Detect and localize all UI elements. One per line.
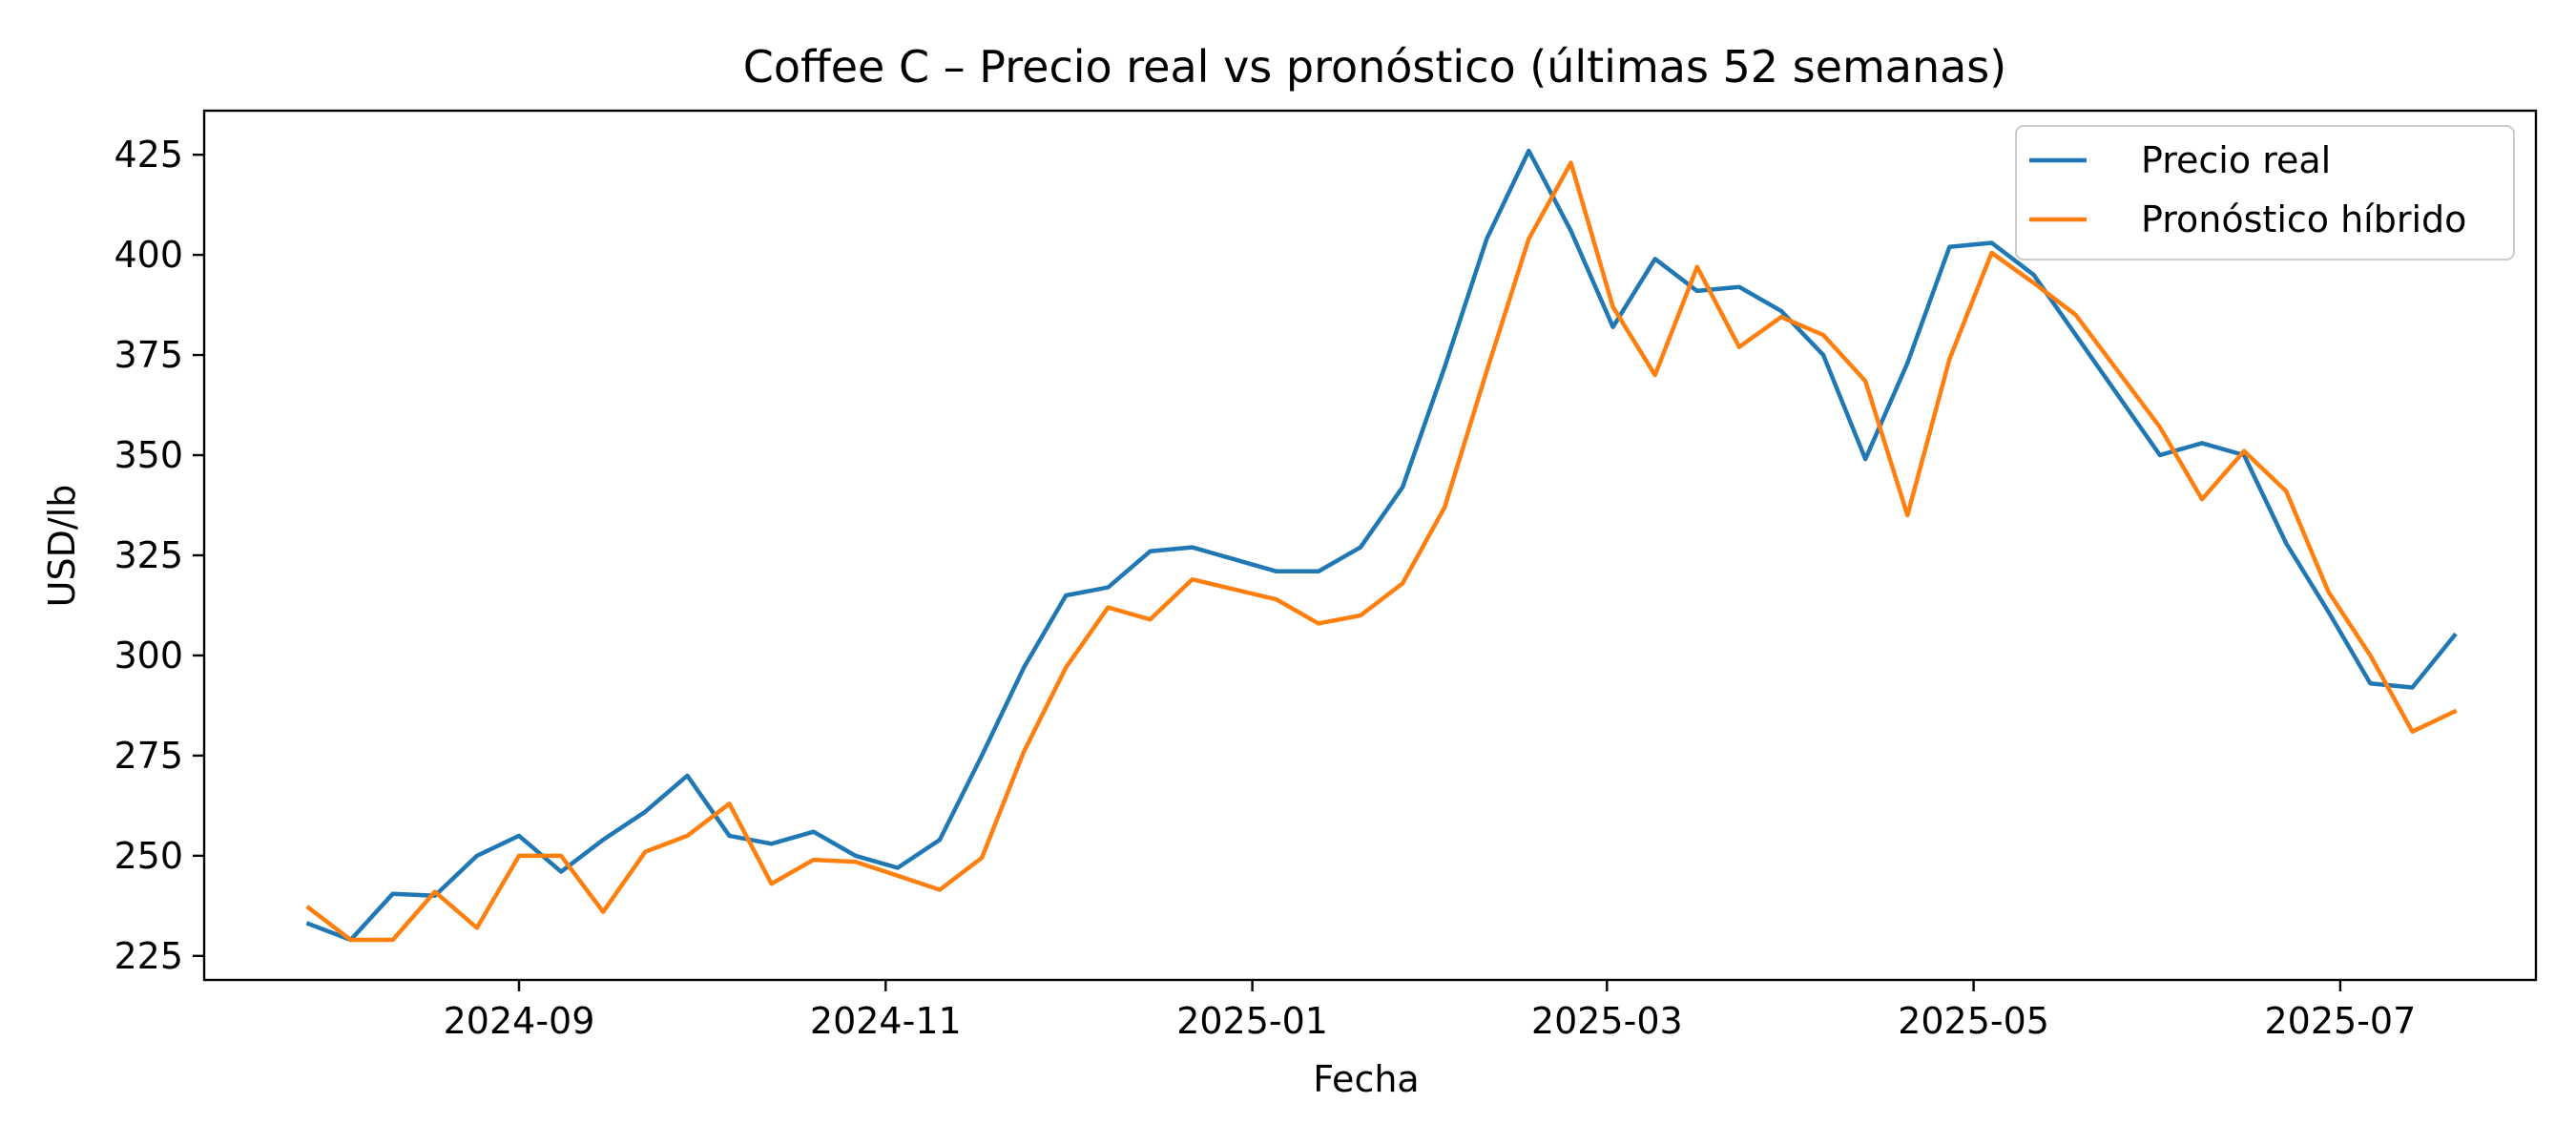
x-tick-label: 2024-11 (810, 1000, 962, 1042)
y-tick-label: 300 (114, 635, 183, 677)
y-tick-label: 375 (114, 334, 183, 376)
x-tick-label: 2025-07 (2265, 1000, 2417, 1042)
series-line-precio-real (305, 148, 2458, 943)
y-tick-label: 225 (114, 935, 183, 977)
y-tick-label: 275 (114, 735, 183, 777)
y-axis-label: USD/lb (41, 485, 83, 608)
y-tick-label: 425 (114, 134, 183, 176)
y-axis-ticks: 225 250 275 300 325 350 375 400 425 (114, 134, 204, 977)
x-tick-label: 2025-05 (1898, 1000, 2049, 1042)
x-tick-label: 2024-09 (444, 1000, 595, 1042)
y-tick-label: 400 (114, 234, 183, 276)
x-axis-label: Fecha (1313, 1058, 1419, 1100)
x-tick-label: 2025-03 (1531, 1000, 1683, 1042)
y-tick-label: 325 (114, 534, 183, 576)
x-axis-ticks: 2024-09 2024-11 2025-01 2025-03 2025-05 2025-… (444, 980, 2417, 1042)
legend: Precio real Pronóstico híbrido (2015, 125, 2515, 260)
chart-title: Coffee C – Precio real vs pronóstico (úl… (743, 41, 2006, 93)
legend-box (2015, 125, 2515, 260)
series-line-pronostico-hibrido (305, 160, 2458, 943)
x-tick-label: 2025-01 (1176, 1000, 1328, 1042)
y-tick-label: 250 (114, 835, 183, 877)
y-tick-label: 350 (114, 434, 183, 476)
series-layer (305, 148, 2458, 943)
plot-frame (202, 109, 2538, 982)
legend-label-precio-real: Precio real (2141, 139, 2331, 181)
legend-label-pronostico-hibrido: Pronóstico híbrido (2141, 198, 2466, 240)
